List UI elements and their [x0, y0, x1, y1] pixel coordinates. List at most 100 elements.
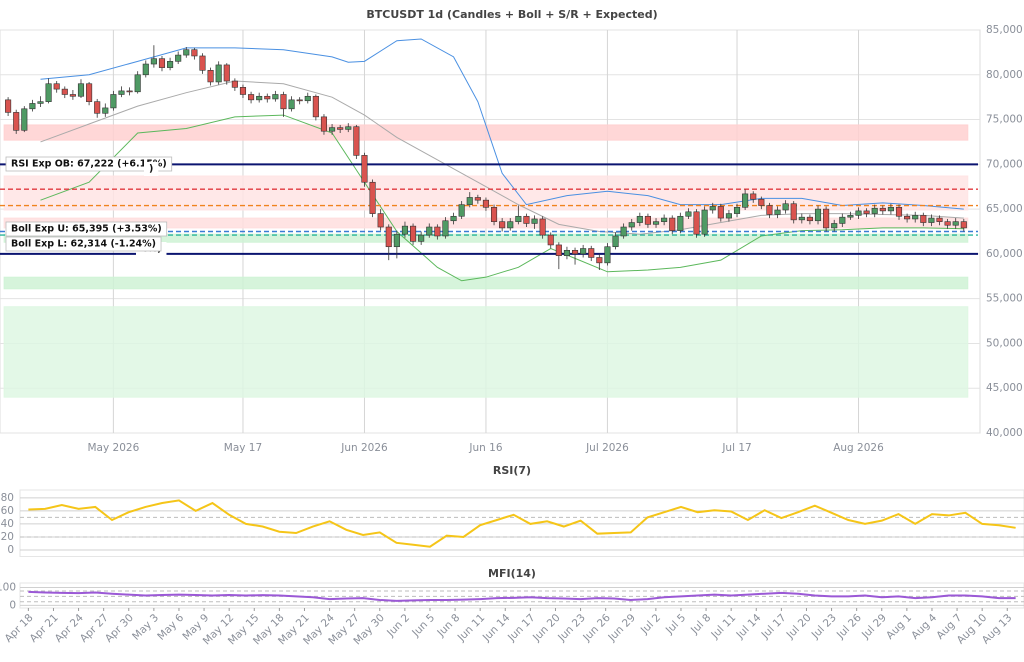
candle-body — [490, 207, 498, 222]
candle-body — [191, 49, 198, 57]
candle-body — [895, 207, 903, 217]
x-tick-label: May 2026 — [87, 442, 139, 454]
candle-body — [758, 198, 765, 206]
candle-body — [304, 95, 311, 102]
candle-body — [750, 193, 757, 200]
candle-body — [693, 211, 700, 235]
candle-body — [223, 64, 230, 82]
candle-body — [928, 217, 935, 223]
annotation-text: Boll Exp L: 62,314 (-1.24%) — [11, 239, 156, 250]
candle-body — [652, 221, 660, 225]
candle-body — [539, 218, 546, 236]
candle-body — [742, 193, 749, 208]
candle-body — [580, 248, 587, 255]
candle-body — [733, 207, 741, 214]
annotation: Boll Exp U: 65,395 (+3.53%) — [5, 221, 168, 237]
candle-body — [839, 216, 846, 224]
candle-body — [774, 209, 781, 215]
x-tick-label: Jun 2 — [384, 612, 412, 640]
y-tick-label: 20 — [1, 531, 14, 543]
candle-body — [426, 226, 433, 236]
zone — [3, 306, 969, 398]
x-tick-label: Jun 29 — [605, 612, 638, 645]
x-tick-label: Jul 11 — [708, 612, 738, 642]
x-tick-label: Jul 14 — [734, 612, 764, 642]
plot-frame — [19, 582, 1024, 609]
candle-body — [296, 99, 303, 102]
candle-body — [150, 58, 157, 65]
candle-body — [272, 94, 279, 100]
x-tick-label: May 17 — [224, 442, 262, 454]
candle-body — [531, 218, 538, 224]
y-tick-label: 70,000 — [986, 158, 1023, 170]
y-tick-label: 0 — [7, 544, 14, 556]
candle-body — [434, 226, 441, 237]
candle-body — [377, 213, 384, 228]
candle-body — [280, 94, 287, 110]
candle-body — [118, 90, 125, 95]
band-line — [40, 38, 964, 210]
zone — [3, 124, 969, 141]
annotation: ) — [144, 162, 159, 176]
candle-body — [571, 250, 579, 255]
candle-body — [410, 225, 417, 242]
candle-body — [871, 207, 878, 214]
indicator-line — [28, 590, 1016, 602]
rsi-title: RSI(7) — [493, 464, 531, 477]
candle-body — [288, 99, 295, 110]
candle-body — [823, 208, 830, 229]
candle-body — [960, 221, 967, 229]
candle-body — [345, 126, 352, 130]
x-tick-label: Aug 1 — [884, 612, 914, 642]
x-tick-label: Jun 20 — [530, 612, 563, 645]
candle-body — [547, 234, 554, 246]
annotation-box — [144, 162, 159, 176]
x-tick-label: Jun 5 — [409, 612, 437, 640]
x-tick-label: Jun 17 — [505, 612, 538, 645]
candle-body — [644, 215, 651, 225]
candle-body — [555, 244, 562, 256]
candle-body — [53, 83, 60, 90]
annotation-box — [5, 156, 173, 172]
candle-body — [806, 216, 813, 222]
candle-body — [256, 95, 263, 101]
candle-body — [231, 80, 238, 88]
candle-body — [936, 217, 943, 222]
candle-body — [474, 197, 481, 201]
annotation-box — [5, 236, 162, 252]
candle-body — [887, 207, 894, 212]
candle-body — [814, 208, 822, 222]
candle-body — [466, 197, 473, 205]
zone — [3, 276, 969, 290]
candle-body — [158, 58, 166, 68]
y-tick-label: 0 — [9, 599, 16, 611]
candle-body — [523, 215, 530, 224]
candle-body — [5, 99, 12, 113]
candle-body — [401, 225, 409, 235]
candle-body — [312, 95, 319, 118]
chart-title: BTCUSDT 1d (Candles + Boll + S/R + Expec… — [366, 8, 657, 21]
candle-body — [239, 87, 247, 95]
candle-body — [855, 210, 862, 216]
candle-body — [588, 248, 595, 258]
y-tick-label: 85,000 — [986, 24, 1023, 36]
x-tick-label: Aug 2026 — [833, 442, 884, 454]
y-tick-label: 60,000 — [986, 248, 1023, 260]
y-tick-label: 60 — [1, 505, 14, 517]
candle-body — [264, 95, 271, 100]
candle-body — [620, 226, 627, 237]
x-tick-label: Jul 17 — [759, 612, 789, 642]
x-tick-label: Jul 20 — [784, 612, 814, 642]
candle-body — [636, 215, 643, 223]
x-tick-label: Jul 2026 — [585, 442, 629, 454]
candle-body — [863, 210, 870, 214]
candle-body — [725, 213, 732, 219]
candle-body — [709, 206, 716, 211]
candle-body — [604, 246, 611, 264]
x-tick-label: May 3 — [130, 612, 161, 643]
candle-body — [669, 217, 676, 231]
x-tick-label: Jul 5 — [663, 612, 688, 637]
zone — [3, 217, 969, 229]
candle-body — [701, 209, 708, 235]
